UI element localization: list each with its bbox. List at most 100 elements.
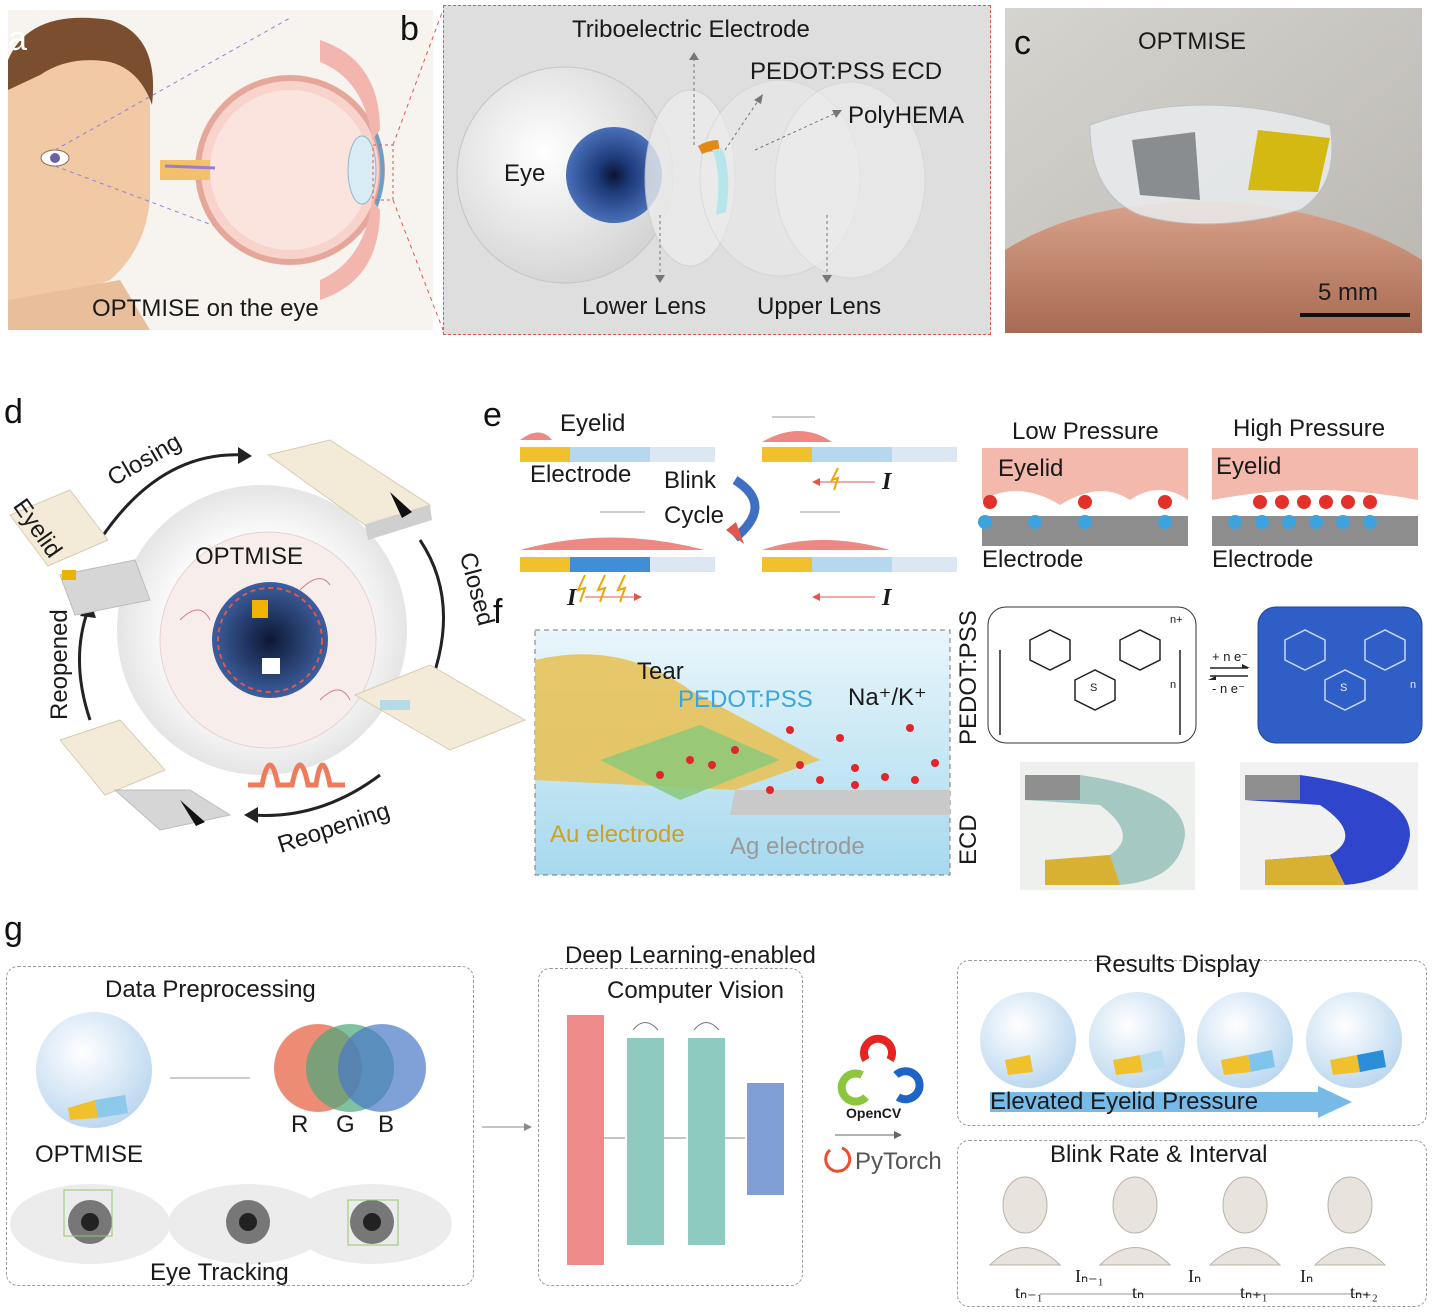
tear-label: Tear xyxy=(637,658,684,685)
timeline-label: tₙ₋₁ xyxy=(1015,1282,1043,1302)
ion-dot xyxy=(816,776,824,784)
plus-electron-label: + n e⁻ xyxy=(1212,649,1249,664)
ion-dot xyxy=(836,734,844,742)
sulfur-label-blue: S xyxy=(1340,682,1348,694)
timeline-label: tₙ₊₂ xyxy=(1350,1282,1378,1302)
elevated-pressure-label: Elevated Eyelid Pressure xyxy=(990,1088,1259,1115)
negative-charge xyxy=(1336,515,1350,529)
n-plus-label: n+ xyxy=(1170,614,1183,626)
preprocessing-title: Data Preprocessing xyxy=(105,976,316,1003)
sub-n-label: n xyxy=(1170,679,1177,691)
negative-charge xyxy=(1309,515,1323,529)
results-title: Results Display xyxy=(1095,951,1261,978)
panel-d-center-label: OPTMISE xyxy=(195,543,304,570)
positive-charge xyxy=(1341,495,1355,509)
label-upper-lens: Upper Lens xyxy=(757,293,882,320)
preprocessing-box xyxy=(6,966,474,1286)
deep-learning-title-2: Computer Vision xyxy=(607,977,784,1004)
pedot-label: PEDOT:PSS xyxy=(678,686,813,713)
positive-charge xyxy=(1319,495,1333,509)
panel-g-letter: g xyxy=(4,910,23,948)
sub-n-label-blue: n xyxy=(1410,679,1417,691)
negative-charge xyxy=(1078,515,1092,529)
low-pressure-label: Low Pressure xyxy=(1012,418,1159,445)
ion-dot xyxy=(786,726,794,734)
blink-label: Blink xyxy=(664,467,717,494)
negative-charge xyxy=(1028,515,1042,529)
eyelid-low-label: Eyelid xyxy=(998,455,1064,482)
minus-electron-label: - n e⁻ xyxy=(1212,681,1245,696)
positive-charge xyxy=(983,495,997,509)
panel-e-letter: e xyxy=(483,396,502,434)
negative-charge xyxy=(1282,515,1296,529)
ion-dot xyxy=(686,756,694,764)
current-label-1: I xyxy=(882,469,892,495)
positive-charge xyxy=(1275,495,1289,509)
ion-dot xyxy=(881,773,889,781)
ion-dot xyxy=(796,761,804,769)
blink-rate-box xyxy=(957,1140,1427,1307)
channel-b-label: B xyxy=(378,1111,395,1138)
channel-g-label: G xyxy=(336,1111,355,1138)
negative-charge xyxy=(978,515,992,529)
label-eye: Eye xyxy=(504,160,546,187)
current-label-2: I xyxy=(567,585,577,611)
positive-charge xyxy=(1363,495,1377,509)
ion-dot xyxy=(931,759,939,767)
au-electrode-label: Au electrode xyxy=(550,821,685,848)
timeline-label: tₙ₊₁ xyxy=(1240,1282,1268,1302)
negative-charge xyxy=(1255,515,1269,529)
high-pressure-label: High Pressure xyxy=(1233,415,1386,442)
ion-dot xyxy=(851,764,859,772)
timeline-label: tₙ xyxy=(1132,1282,1145,1302)
deep-learning-box xyxy=(538,968,803,1286)
eyelid-label: Eyelid xyxy=(560,410,626,437)
label-triboelectric-electrode: Triboelectric Electrode xyxy=(572,16,810,43)
negative-charge xyxy=(1158,515,1172,529)
deep-learning-title-1: Deep Learning-enabled xyxy=(565,942,816,969)
eye-tracking-label: Eye Tracking xyxy=(150,1259,289,1286)
results-box xyxy=(957,960,1427,1126)
label-polyhema: PolyHEMA xyxy=(848,102,965,129)
sulfur-label: S xyxy=(1090,682,1098,694)
electrode-label: Electrode xyxy=(530,461,632,488)
timeline-label: Iₙ xyxy=(1300,1266,1314,1286)
positive-charge xyxy=(1158,495,1172,509)
positive-charge xyxy=(1253,495,1267,509)
ion-dot xyxy=(708,761,716,769)
negative-charge xyxy=(1363,515,1377,529)
panel-d-letter: d xyxy=(4,393,23,431)
channel-r-label: R xyxy=(291,1111,309,1138)
timeline-label: Iₙ xyxy=(1188,1266,1202,1286)
ion-dot xyxy=(766,786,774,794)
negative-charge xyxy=(1228,515,1242,529)
panel-a-letter: a xyxy=(8,20,27,58)
electrode-high-label: Electrode xyxy=(1212,546,1314,573)
pytorch-logo: PyTorch xyxy=(855,1148,942,1175)
timeline-label: Iₙ₋₁ xyxy=(1075,1266,1104,1286)
ion-dot xyxy=(911,776,919,784)
ion-dot xyxy=(851,781,859,789)
positive-charge xyxy=(1078,495,1092,509)
opencv-logo: OpenCV xyxy=(846,1105,902,1121)
ion-dot xyxy=(656,771,664,779)
panel-b-letter: b xyxy=(400,10,419,48)
ions-label: Na⁺/K⁺ xyxy=(848,684,927,711)
ion-dot xyxy=(906,724,914,732)
panel-c-letter: c xyxy=(1014,24,1031,62)
electrode-low-label: Electrode xyxy=(982,546,1084,573)
cycle-label: Cycle xyxy=(664,502,725,529)
eyelid-high-label: Eyelid xyxy=(1216,453,1282,480)
label-pedot-ecd: PEDOT:PSS ECD xyxy=(750,58,943,85)
panel-c-title: OPTMISE xyxy=(1138,28,1247,55)
optmise-label-g: OPTMISE xyxy=(35,1141,144,1168)
label-lower-lens: Lower Lens xyxy=(582,293,707,320)
ion-dot xyxy=(731,746,739,754)
